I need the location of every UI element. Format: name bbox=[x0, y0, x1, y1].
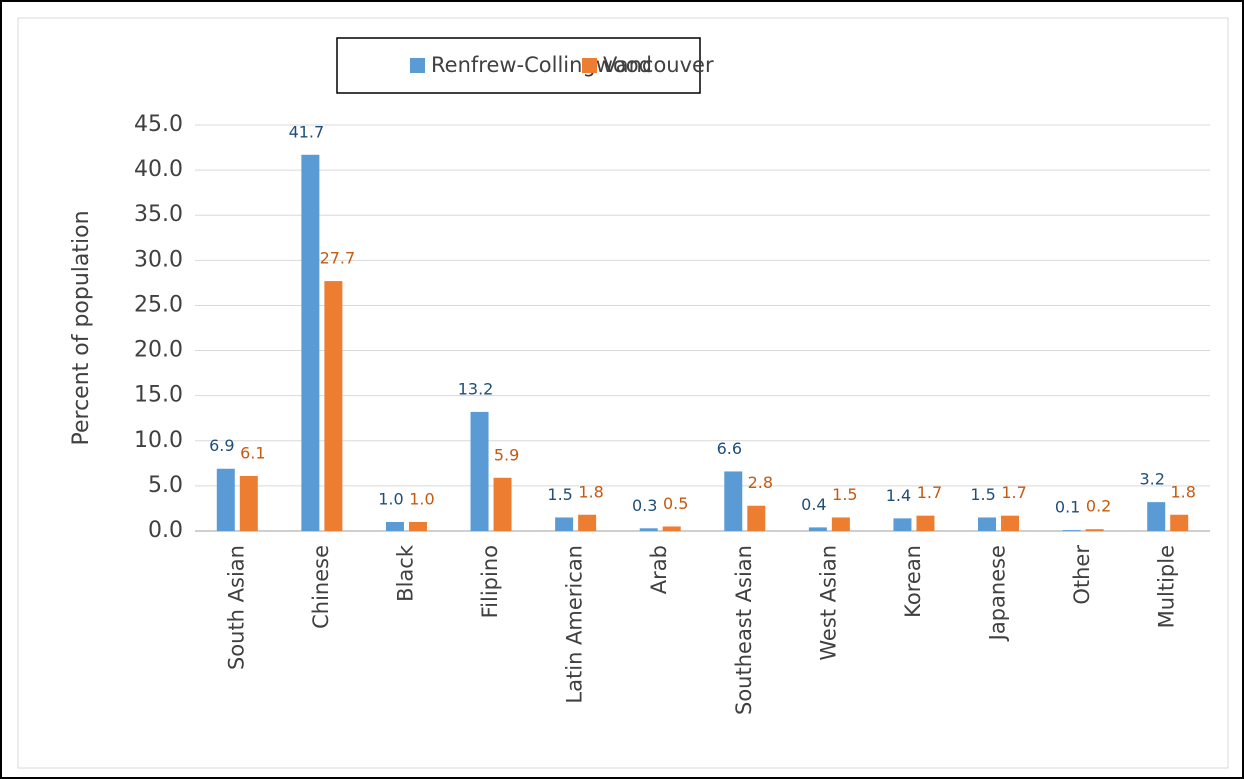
data-label: 2.8 bbox=[748, 473, 773, 492]
data-label: 6.6 bbox=[717, 439, 742, 458]
x-tick-label: Japanese bbox=[986, 545, 1010, 642]
y-tick-label: 0.0 bbox=[148, 518, 183, 543]
data-label: 1.4 bbox=[886, 486, 911, 505]
bar bbox=[1147, 502, 1166, 531]
bar bbox=[662, 526, 681, 531]
y-tick-label: 40.0 bbox=[134, 157, 183, 182]
bar bbox=[978, 517, 997, 531]
legend-label: Vancouver bbox=[603, 53, 714, 77]
y-tick-label: 25.0 bbox=[134, 292, 183, 317]
legend-box bbox=[336, 37, 701, 94]
x-tick-label: Multiple bbox=[1155, 545, 1179, 628]
bar bbox=[493, 477, 512, 531]
x-tick-label: West Asian bbox=[816, 545, 840, 661]
data-label: 1.7 bbox=[917, 483, 942, 502]
bar bbox=[808, 527, 827, 531]
bar bbox=[1085, 529, 1104, 531]
legend-swatch bbox=[582, 58, 597, 73]
x-tick-label: Other bbox=[1070, 545, 1094, 605]
y-tick-label: 20.0 bbox=[134, 338, 183, 363]
data-label: 1.0 bbox=[378, 489, 403, 508]
y-tick-label: 5.0 bbox=[148, 473, 183, 498]
y-tick-label: 10.0 bbox=[134, 428, 183, 453]
x-tick-label: Chinese bbox=[309, 545, 333, 629]
bar bbox=[1170, 514, 1189, 531]
bar bbox=[831, 517, 850, 531]
x-tick-label: Korean bbox=[901, 545, 925, 618]
legend-swatch bbox=[410, 58, 425, 73]
data-label: 6.1 bbox=[240, 443, 265, 462]
data-label: 1.8 bbox=[578, 482, 603, 501]
y-tick-label: 45.0 bbox=[134, 112, 183, 137]
data-label: 13.2 bbox=[458, 379, 494, 398]
data-label: 1.7 bbox=[1001, 483, 1026, 502]
bar bbox=[324, 281, 343, 531]
y-tick-label: 30.0 bbox=[134, 247, 183, 272]
data-label: 1.5 bbox=[970, 485, 995, 504]
bar bbox=[239, 475, 258, 531]
x-tick-label: Latin American bbox=[563, 545, 587, 704]
y-axis-title: Percent of population bbox=[69, 210, 94, 445]
x-tick-label: Arab bbox=[647, 545, 671, 594]
x-tick-label: Black bbox=[393, 544, 417, 602]
data-label: 6.9 bbox=[209, 436, 234, 455]
bar bbox=[470, 411, 489, 531]
data-label: 1.5 bbox=[832, 485, 857, 504]
bar bbox=[1062, 530, 1081, 531]
data-label: 3.2 bbox=[1139, 470, 1164, 489]
bar bbox=[724, 471, 743, 531]
data-label: 0.3 bbox=[632, 496, 657, 515]
bar bbox=[893, 518, 912, 531]
bar bbox=[385, 521, 404, 531]
data-label: 5.9 bbox=[494, 445, 519, 464]
bar bbox=[916, 515, 935, 531]
bar bbox=[1001, 515, 1020, 531]
legend-label: Renfrew-Collingwood bbox=[431, 53, 652, 77]
x-tick-label: Southeast Asian bbox=[732, 545, 756, 715]
x-tick-label: Filipino bbox=[478, 545, 502, 618]
data-label: 1.0 bbox=[409, 489, 434, 508]
bar bbox=[301, 154, 320, 532]
data-label: 0.1 bbox=[1055, 498, 1080, 517]
data-label: 1.8 bbox=[1170, 482, 1195, 501]
data-label: 27.7 bbox=[320, 249, 356, 268]
y-tick-label: 15.0 bbox=[134, 383, 183, 408]
data-label: 41.7 bbox=[289, 122, 325, 141]
bar bbox=[578, 514, 597, 531]
bar bbox=[747, 505, 766, 531]
data-label: 0.4 bbox=[801, 495, 826, 514]
data-label: 0.5 bbox=[663, 494, 688, 513]
chart-area bbox=[17, 17, 1229, 769]
data-label: 0.2 bbox=[1086, 497, 1111, 516]
bar bbox=[555, 517, 574, 531]
bar bbox=[408, 521, 427, 531]
bar bbox=[639, 528, 658, 531]
data-label: 1.5 bbox=[547, 485, 572, 504]
y-tick-label: 35.0 bbox=[134, 202, 183, 227]
x-tick-label: South Asian bbox=[224, 545, 248, 670]
bar bbox=[216, 468, 235, 531]
